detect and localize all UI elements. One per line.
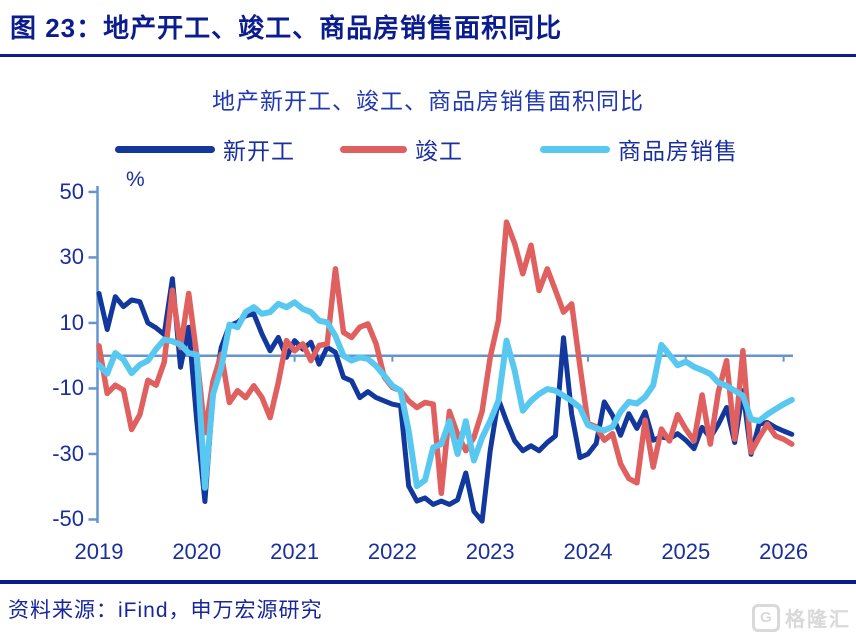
series-line-2 [96,219,795,497]
watermark-logo-icon: G [752,603,780,632]
y-axis-label: -10 [52,375,84,401]
series-line-3 [96,299,795,491]
legend-swatch-icon [340,145,407,153]
legend-label: 竣工 [415,138,463,164]
legend-swatch-icon [115,145,215,153]
x-axis-label: 2020 [172,539,222,564]
legend-label: 商品房销售 [618,138,738,164]
y-axis-unit-label: % [126,168,145,191]
legend-item-3: 商品房销售 [540,132,738,166]
bottom-divider [0,580,856,584]
x-axis-label: 2023 [465,539,515,564]
x-axis-label: 2022 [367,539,417,564]
watermark-label: 格隆汇 [785,609,851,631]
legend-swatch-icon [540,145,610,153]
chart-legend: 新开工 竣工 商品房销售 [0,132,856,166]
source-text: 资料来源：iFind，申万宏源研究 [8,599,323,622]
x-axis-label: 2026 [759,539,809,564]
x-axis-label: 2025 [661,539,711,564]
series-line-1 [96,276,795,524]
watermark: G 格隆汇 [752,603,851,632]
legend-item-2: 竣工 [340,132,463,166]
x-axis-label: 2019 [74,539,124,564]
header-divider [0,54,856,57]
x-axis-label: 2024 [563,539,613,564]
y-axis-label: -50 [52,506,84,532]
legend-item-1: 新开工 [115,132,295,166]
y-axis-label: 10 [59,309,84,335]
legend-label: 新开工 [223,138,295,164]
figure-title: 图 23：地产开工、竣工、商品房销售面积同比 [10,13,563,43]
chart-title: 地产新开工、竣工、商品房销售面积同比 [212,88,644,114]
x-axis-label: 2021 [270,539,320,564]
y-axis-label: 30 [59,244,84,270]
y-axis-label: 50 [59,178,84,204]
y-axis-label: -30 [52,440,84,466]
